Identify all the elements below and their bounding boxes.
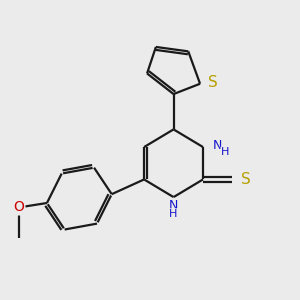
Text: S: S <box>208 75 218 90</box>
Text: S: S <box>241 172 251 187</box>
Text: N: N <box>212 139 222 152</box>
Text: H: H <box>221 147 230 158</box>
Text: O: O <box>14 200 24 214</box>
Text: N: N <box>169 199 178 212</box>
Text: H: H <box>169 209 178 219</box>
